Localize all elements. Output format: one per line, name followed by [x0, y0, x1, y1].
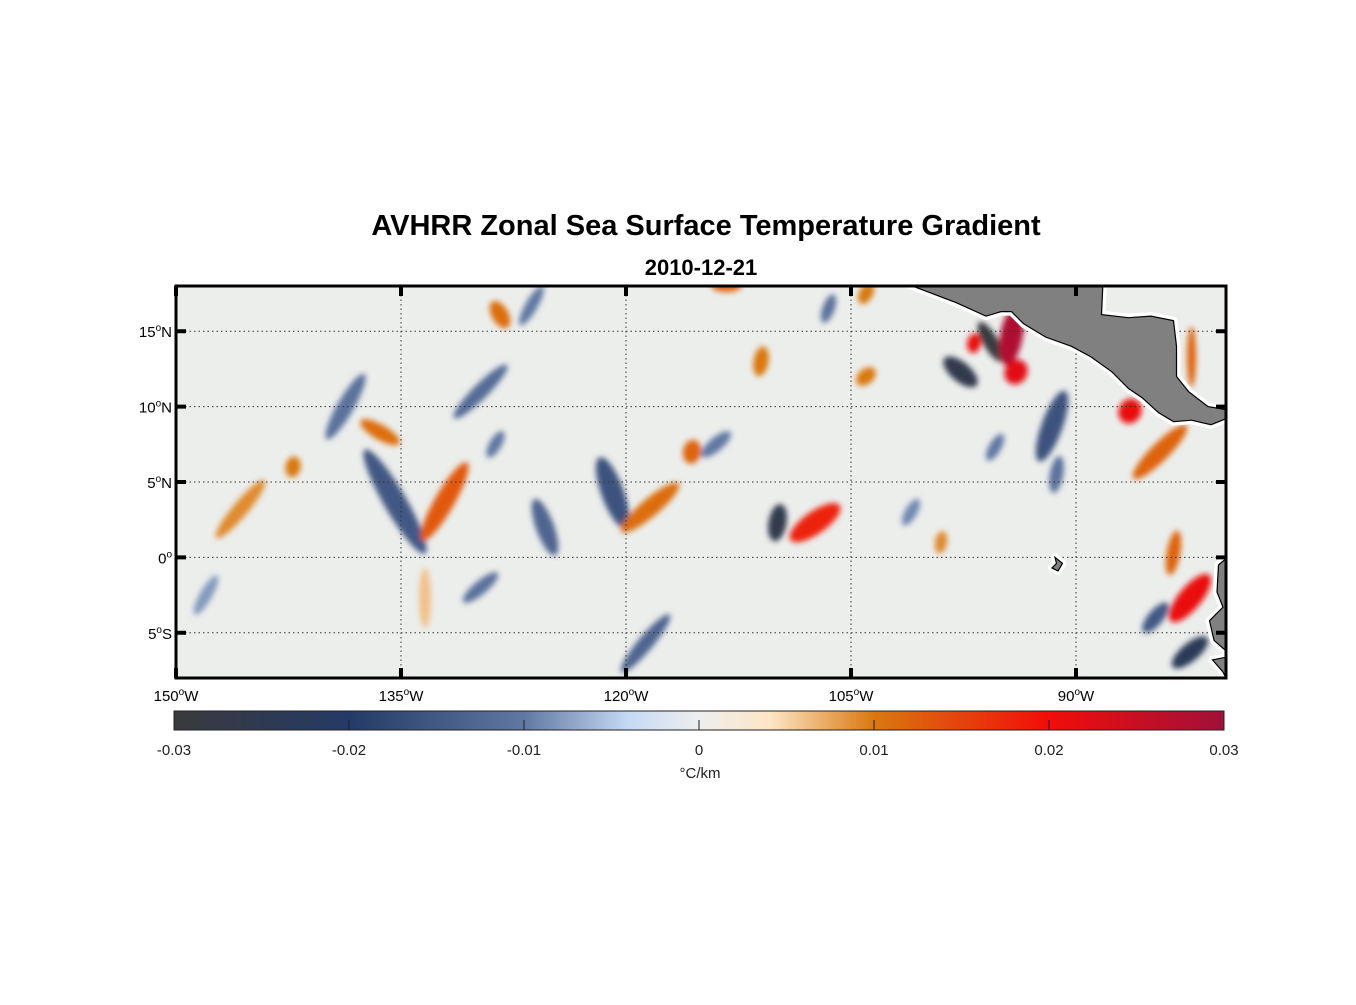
negative-gradient-feature — [1142, 602, 1169, 633]
gradient-features — [193, 286, 1212, 673]
positive-gradient-feature — [1132, 424, 1188, 480]
x-tick-label: 105oW — [829, 687, 875, 705]
colorbar: -0.03 -0.02 -0.01 0 0.01 0.02 0.03 °C/km — [157, 710, 1239, 782]
negative-gradient-feature — [1049, 455, 1064, 493]
land-polygon — [1050, 555, 1064, 572]
map-axes: 150oW 135oW 120oW 105oW 90oW 15oN 10oN 5oN 0o 5oS — [139, 286, 1226, 705]
positive-gradient-feature — [1165, 530, 1182, 576]
negative-gradient-feature — [363, 449, 427, 554]
negative-gradient-feature — [901, 498, 921, 526]
colorbar-label: °C/km — [680, 765, 721, 782]
positive-gradient-feature — [967, 333, 981, 353]
land-polygon — [1208, 557, 1226, 652]
positive-gradient-feature — [489, 301, 511, 329]
x-tick-label: 150oW — [154, 687, 200, 705]
positive-gradient-feature — [1118, 398, 1142, 424]
negative-gradient-feature — [1171, 636, 1209, 669]
negative-gradient-feature — [977, 321, 1004, 362]
colorbar-tick-label: -0.03 — [157, 742, 191, 759]
positive-gradient-feature — [419, 568, 431, 629]
positive-gradient-feature — [934, 531, 948, 554]
positive-gradient-feature — [789, 503, 841, 543]
negative-gradient-feature — [620, 614, 671, 673]
negative-gradient-feature — [768, 504, 787, 542]
chart-subtitle: 2010-12-21 — [645, 255, 758, 280]
positive-gradient-feature — [215, 480, 266, 539]
negative-gradient-feature — [1035, 390, 1069, 462]
y-tick-label: 5oS — [148, 625, 172, 643]
positive-gradient-feature — [1187, 326, 1196, 387]
positive-gradient-feature — [620, 482, 680, 533]
positive-gradient-feature — [753, 346, 769, 377]
colorbar-tick-label: 0.01 — [859, 742, 888, 759]
positive-gradient-feature — [420, 462, 469, 541]
positive-gradient-feature — [285, 456, 301, 478]
colorbar-tick-label: -0.01 — [507, 742, 541, 759]
colorbar-tick-label: -0.02 — [332, 742, 366, 759]
colorbar-tick-label: 0 — [695, 742, 703, 759]
land-polygon — [1211, 656, 1226, 678]
negative-gradient-feature — [595, 457, 630, 529]
y-tick-label: 0o — [158, 549, 172, 567]
colorbar-ticks: -0.03 -0.02 -0.01 0 0.01 0.02 0.03 — [157, 720, 1239, 759]
positive-gradient-feature — [1168, 574, 1212, 623]
chart-title: AVHRR Zonal Sea Surface Temperature Grad… — [371, 210, 1041, 242]
positive-gradient-feature — [1004, 359, 1028, 385]
y-tick-label: 10oN — [139, 399, 172, 417]
positive-gradient-feature — [682, 439, 702, 464]
x-tick-label: 135oW — [379, 687, 425, 705]
y-tick-label: 15oN — [139, 323, 172, 341]
x-tick-label: 120oW — [604, 687, 650, 705]
land-masses — [901, 286, 1226, 678]
negative-gradient-feature — [820, 294, 837, 323]
negative-gradient-feature — [453, 364, 508, 419]
positive-gradient-feature — [856, 367, 876, 386]
negative-gradient-feature — [531, 498, 559, 556]
negative-gradient-feature — [325, 373, 366, 440]
x-tick-label: 90oW — [1058, 687, 1095, 705]
negative-gradient-feature — [700, 431, 732, 458]
y-tick-label: 5oN — [147, 474, 172, 492]
colorbar-tick-label: 0.03 — [1209, 742, 1238, 759]
land-polygon — [910, 286, 1226, 426]
negative-gradient-feature — [193, 575, 219, 615]
negative-gradient-feature — [943, 356, 978, 388]
negative-gradient-feature — [985, 433, 1005, 461]
negative-gradient-feature — [486, 430, 505, 458]
negative-gradient-feature — [462, 572, 499, 603]
positive-gradient-feature — [857, 286, 875, 304]
colorbar-tick-label: 0.02 — [1034, 742, 1063, 759]
positive-gradient-feature — [360, 419, 400, 446]
negative-gradient-feature — [519, 286, 544, 326]
map-area — [176, 286, 1226, 678]
